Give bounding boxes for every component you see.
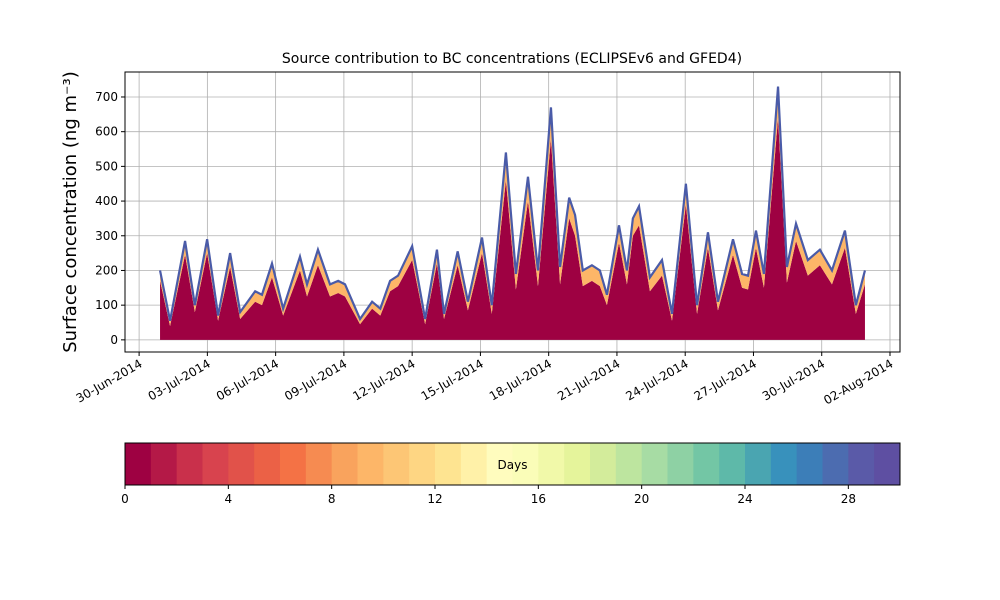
- chart-title: Source contribution to BC concentrations…: [282, 51, 742, 67]
- colorbar-swatch: [150, 443, 178, 485]
- colorbar-swatch: [305, 443, 333, 485]
- colorbar-swatch: [564, 443, 591, 485]
- y-tick-label: 700: [95, 90, 118, 104]
- colorbar-frame: [124, 442, 901, 486]
- colorbar-swatch: [357, 443, 384, 485]
- y-tick-label: 100: [95, 298, 118, 312]
- x-tick-label: 06-Jul-2014: [214, 356, 281, 403]
- x-tick-label: 02-Aug-2014: [821, 356, 895, 407]
- y-tick-label: 600: [95, 125, 118, 139]
- x-tick-label: 21-Jul-2014: [555, 356, 622, 403]
- x-tick-label: 09-Jul-2014: [282, 356, 349, 403]
- y-axis-label: Surface concentration (ng m⁻³): [60, 71, 81, 353]
- colorbar-tick-label: 4: [225, 492, 233, 506]
- colorbar-swatch: [176, 443, 203, 485]
- colorbar-swatch: [822, 443, 849, 485]
- colorbar-tick-label: 12: [427, 492, 442, 506]
- x-tick-label: 18-Jul-2014: [487, 356, 554, 403]
- colorbar-swatch: [125, 443, 152, 485]
- plot-frame: [124, 71, 901, 353]
- colorbar-label: Days: [498, 458, 528, 472]
- y-tick-label: 200: [95, 263, 118, 277]
- area-layer: [160, 117, 865, 340]
- colorbar-swatch: [615, 443, 643, 485]
- colorbar-swatch: [383, 443, 410, 485]
- colorbar-swatch: [254, 443, 281, 485]
- colorbar-swatch: [693, 443, 720, 485]
- x-tick-label: 12-Jul-2014: [350, 356, 417, 403]
- x-tick-label: 03-Jul-2014: [146, 356, 213, 403]
- colorbar-tick-label: 28: [841, 492, 856, 506]
- colorbar-tick-label: 0: [121, 492, 129, 506]
- y-tick-label: 500: [95, 159, 118, 173]
- colorbar-swatch: [770, 443, 798, 485]
- x-tick-label: 24-Jul-2014: [623, 356, 690, 403]
- colorbar-swatch: [228, 443, 255, 485]
- colorbar-swatch: [538, 443, 565, 485]
- x-tick-label: 15-Jul-2014: [419, 356, 486, 403]
- colorbar-swatch: [796, 443, 823, 485]
- colorbar-tick-label: 8: [328, 492, 336, 506]
- colorbar-tick-label: 20: [634, 492, 649, 506]
- colorbar-swatch: [667, 443, 694, 485]
- colorbar-swatch: [331, 443, 358, 485]
- colorbar-swatch: [590, 443, 617, 485]
- colorbar-swatch: [280, 443, 307, 485]
- colorbar-swatch: [641, 443, 668, 485]
- y-tick-label: 400: [95, 194, 118, 208]
- colorbar-swatch: [202, 443, 229, 485]
- x-tick-label: 30-Jul-2014: [760, 356, 827, 403]
- colorbar-swatch: [512, 443, 539, 485]
- colorbar-tick-label: 24: [737, 492, 752, 506]
- x-tick-label: 30-Jun-2014: [74, 356, 145, 405]
- total-outline: [158, 86, 867, 322]
- colorbar-swatch: [848, 443, 875, 485]
- colorbar-swatch: [435, 443, 462, 485]
- colorbar-swatch: [874, 443, 901, 485]
- y-tick-label: 300: [95, 229, 118, 243]
- colorbar-tick-label: 16: [531, 492, 546, 506]
- y-tick-label: 0: [110, 333, 118, 347]
- colorbar-swatch: [460, 443, 488, 485]
- x-tick-label: 27-Jul-2014: [692, 356, 759, 403]
- colorbar-swatch: [409, 443, 436, 485]
- colorbar-swatch: [486, 443, 513, 485]
- colorbar-swatch: [719, 443, 746, 485]
- colorbar-swatch: [745, 443, 772, 485]
